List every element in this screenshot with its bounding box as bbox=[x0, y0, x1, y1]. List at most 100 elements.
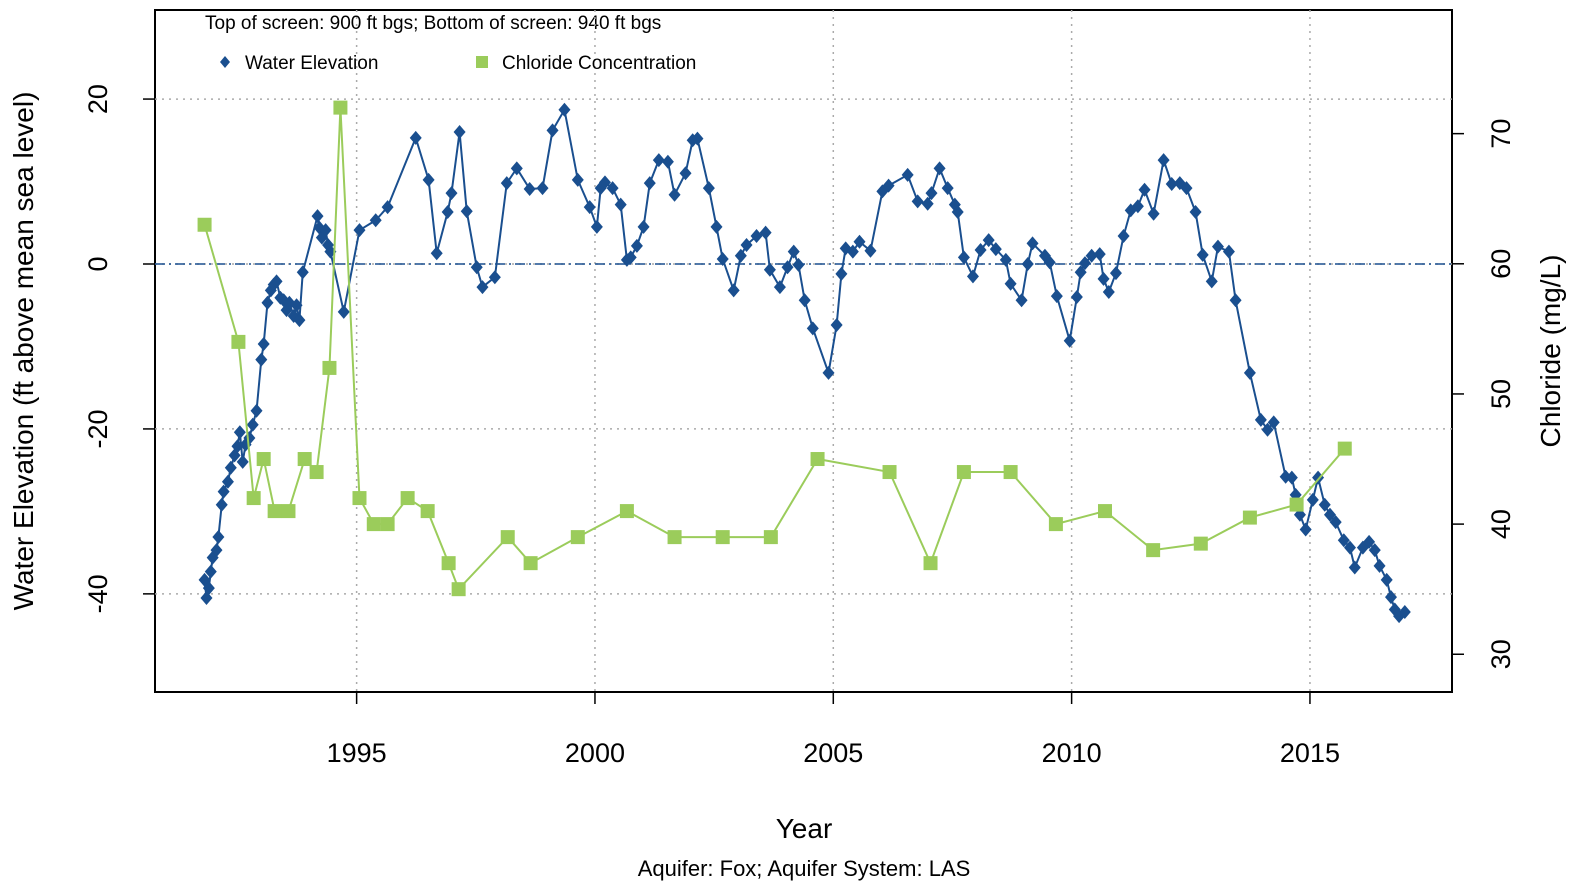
y-tick-label: 0 bbox=[83, 256, 113, 271]
data-point bbox=[1165, 177, 1178, 192]
data-point bbox=[1229, 293, 1242, 308]
data-point bbox=[630, 238, 643, 253]
data-point bbox=[1363, 534, 1376, 549]
data-point bbox=[1368, 543, 1381, 558]
data-point bbox=[476, 280, 489, 295]
data-point bbox=[1205, 274, 1218, 289]
data-point bbox=[691, 131, 704, 146]
data-point bbox=[661, 154, 674, 169]
data-point bbox=[1242, 510, 1257, 525]
data-point bbox=[1211, 239, 1224, 254]
data-point bbox=[583, 200, 596, 215]
data-point bbox=[710, 219, 723, 234]
data-point bbox=[1189, 205, 1202, 220]
data-point bbox=[233, 425, 246, 440]
data-point bbox=[702, 181, 715, 196]
data-point bbox=[667, 530, 682, 545]
data-point bbox=[1109, 266, 1122, 281]
data-point bbox=[200, 590, 213, 605]
data-point bbox=[255, 352, 268, 367]
data-point bbox=[941, 181, 954, 196]
data-point bbox=[1070, 289, 1083, 304]
legend-swatch bbox=[476, 56, 488, 68]
data-point bbox=[352, 491, 367, 506]
data-point bbox=[546, 123, 559, 138]
data-point bbox=[668, 187, 681, 202]
data-point bbox=[558, 102, 571, 117]
data-point bbox=[652, 153, 665, 168]
data-point bbox=[763, 530, 778, 545]
data-point bbox=[1285, 470, 1298, 485]
data-point bbox=[366, 517, 381, 532]
data-point bbox=[215, 497, 228, 512]
data-point bbox=[267, 504, 282, 519]
y-tick-label: -40 bbox=[83, 574, 113, 613]
x-axis-label: Year bbox=[776, 813, 833, 844]
data-point bbox=[966, 269, 979, 284]
data-point bbox=[715, 530, 730, 545]
data-point bbox=[212, 529, 225, 544]
data-point bbox=[830, 318, 843, 333]
data-point bbox=[1261, 422, 1274, 437]
data-point bbox=[1048, 517, 1063, 532]
y2-tick-label: 50 bbox=[1486, 379, 1516, 409]
data-point bbox=[409, 130, 422, 145]
data-point bbox=[1015, 293, 1028, 308]
data-point bbox=[781, 260, 794, 275]
y2-axis-label: Chloride (mg/L) bbox=[1535, 255, 1566, 448]
data-point bbox=[297, 452, 312, 467]
data-point bbox=[1097, 504, 1112, 519]
data-point bbox=[231, 334, 246, 349]
data-point bbox=[420, 504, 435, 519]
annotation: Top of screen: 900 ft bgs; Bottom of scr… bbox=[205, 13, 661, 34]
data-point bbox=[1323, 507, 1336, 522]
x-tick-label: 2010 bbox=[1042, 738, 1102, 768]
data-point bbox=[864, 243, 877, 258]
data-point bbox=[333, 100, 348, 115]
data-point bbox=[901, 167, 914, 182]
data-point bbox=[536, 181, 549, 196]
data-point bbox=[1243, 365, 1256, 380]
data-point bbox=[460, 204, 473, 219]
data-point bbox=[311, 209, 324, 224]
x-tick-label: 2015 bbox=[1280, 738, 1340, 768]
data-point bbox=[598, 175, 611, 190]
data-point bbox=[1196, 247, 1209, 262]
data-point bbox=[500, 176, 513, 191]
data-point bbox=[571, 172, 584, 187]
data-point bbox=[1078, 256, 1091, 271]
data-point bbox=[614, 197, 627, 212]
data-point bbox=[923, 556, 938, 571]
y-tick-label: 20 bbox=[83, 84, 113, 114]
data-point bbox=[750, 228, 763, 243]
data-point bbox=[231, 439, 244, 454]
data-point bbox=[957, 250, 970, 265]
data-point bbox=[570, 530, 585, 545]
data-point bbox=[380, 517, 395, 532]
data-point bbox=[293, 313, 306, 328]
data-point bbox=[1097, 271, 1110, 286]
data-point bbox=[956, 465, 971, 480]
data-point bbox=[835, 266, 848, 281]
data-point bbox=[400, 491, 415, 506]
y2-tick-label: 40 bbox=[1486, 509, 1516, 539]
y2-tick-label: 60 bbox=[1486, 249, 1516, 279]
data-point bbox=[1004, 276, 1017, 291]
data-point bbox=[246, 491, 261, 506]
data-point bbox=[1267, 415, 1280, 430]
data-point bbox=[773, 280, 786, 295]
data-point bbox=[1085, 248, 1098, 263]
data-point bbox=[319, 223, 332, 238]
data-point bbox=[882, 465, 897, 480]
x-tick-label: 1995 bbox=[327, 738, 387, 768]
data-point bbox=[1193, 536, 1208, 551]
data-point bbox=[606, 181, 619, 196]
data-point bbox=[951, 205, 964, 220]
data-point bbox=[256, 452, 271, 467]
plot-frame bbox=[154, 9, 1453, 693]
data-point bbox=[806, 321, 819, 336]
data-point bbox=[224, 460, 237, 475]
data-point bbox=[1337, 533, 1350, 548]
x-tick-label: 2005 bbox=[803, 738, 863, 768]
